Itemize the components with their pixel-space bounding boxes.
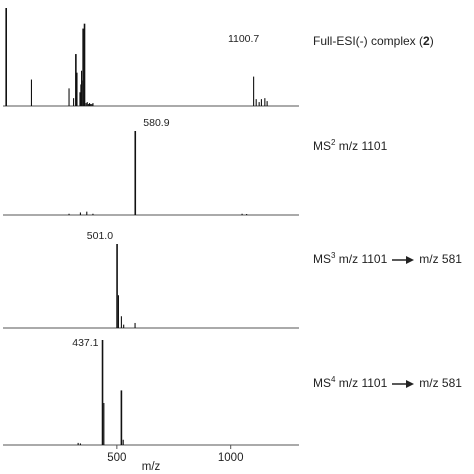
panel-1-peak-label: 1100.7 [228, 33, 259, 45]
panel-4-peak-label: 437.1 [72, 337, 98, 349]
panel-2-label-order: 2 [331, 138, 336, 147]
panel-1-label-prefix: Full-ESI(-) complex ( [313, 34, 424, 48]
arrow-right-icon [392, 379, 415, 388]
panel-3-label-order: 3 [331, 251, 336, 260]
panel-3-peak-label: 501.0 [87, 230, 113, 242]
arrow-right-icon [392, 255, 415, 264]
panel-4-label-precursor: m/z 1101 [335, 376, 388, 390]
panel-3-label-ms: MS [313, 252, 331, 266]
panel-3-label-precursor: m/z 1101 [335, 252, 388, 266]
panel-2-label-ms: MS [313, 139, 331, 153]
panel-4-label: MS4 m/z 1101 m/z 581 [313, 375, 462, 390]
x-tick-label: 1000 [218, 452, 244, 464]
panel-2-label: MS2 m/z 1101 [313, 138, 387, 153]
x-axis-label: m/z [142, 461, 161, 473]
panel-4-label-order: 4 [331, 375, 336, 384]
panel-2-label-precursor: m/z 1101 [335, 139, 388, 153]
panel-2-peak-label: 580.9 [143, 117, 169, 129]
panel-1-label-suffix: ) [429, 34, 434, 48]
panel-3-label-fragment: m/z 581 [419, 252, 462, 266]
panel-4-label-fragment: m/z 581 [419, 376, 462, 390]
panel-4-label-ms: MS [313, 376, 331, 390]
panel-1-label: Full-ESI(-) complex (2) [313, 34, 434, 48]
x-tick-label: 500 [107, 452, 126, 464]
panel-1-label-compound: 2 [423, 34, 430, 48]
panel-3-label: MS3 m/z 1101 m/z 581 [313, 251, 462, 266]
